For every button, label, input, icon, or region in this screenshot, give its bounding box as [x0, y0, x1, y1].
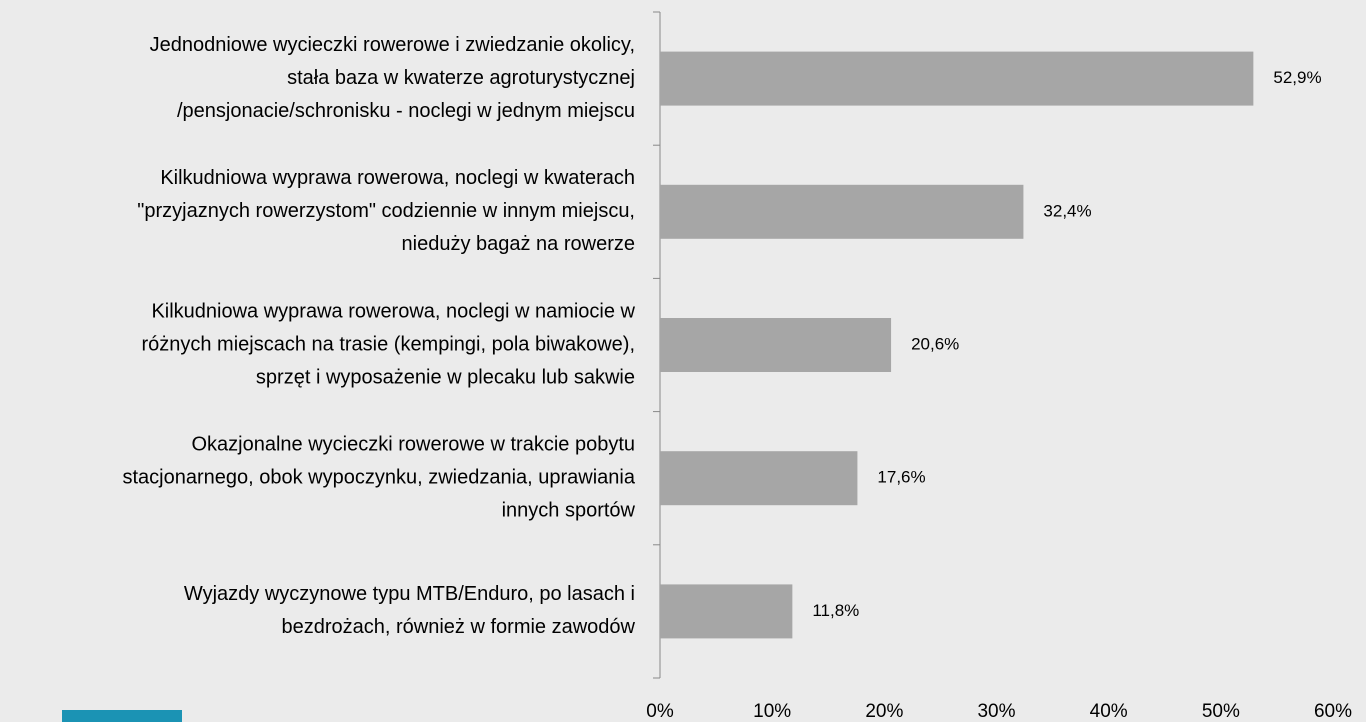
value-label: 32,4% — [1043, 201, 1091, 220]
bar — [660, 184, 1024, 239]
x-tick-label: 60% — [1314, 701, 1352, 722]
x-tick-label: 10% — [753, 701, 791, 722]
category-label: Jednodniowe wycieczki rowerowe i zwiedza… — [150, 34, 635, 56]
value-label: 20,6% — [911, 334, 959, 353]
category-label: stacjonarnego, obok wypoczynku, zwiedzan… — [122, 466, 635, 488]
category-label: stała baza w kwaterze agroturystycznej — [287, 67, 635, 89]
logo-strip — [62, 710, 182, 722]
category-label: Kilkudniowa wyprawa rowerowa, noclegi w … — [151, 300, 635, 322]
value-label: 17,6% — [877, 468, 925, 487]
x-tick-label: 50% — [1202, 701, 1240, 722]
bar — [660, 318, 892, 372]
category-label: Wyjazdy wyczynowe typu MTB/Enduro, po la… — [184, 583, 635, 605]
category-label: różnych miejscach na trasie (kempingi, p… — [141, 333, 635, 355]
category-label: Kilkudniowa wyprawa rowerowa, noclegi w … — [160, 167, 635, 189]
value-label: 52,9% — [1273, 68, 1321, 87]
x-tick-label: 20% — [865, 701, 903, 722]
category-label: innych sportów — [502, 499, 636, 521]
value-label: 11,8% — [812, 601, 859, 620]
category-label: nieduży bagaż na rowerze — [402, 233, 635, 255]
x-tick-label: 40% — [1090, 701, 1128, 722]
category-label: "przyjaznych rowerzystom" codziennie w i… — [137, 200, 635, 222]
category-label: sprzęt i wyposażenie w plecaku lub sakwi… — [256, 366, 635, 388]
bar — [660, 451, 858, 506]
x-tick-label: 0% — [646, 701, 674, 722]
bar — [660, 584, 793, 639]
category-label: bezdrożach, również w formie zawodów — [282, 616, 636, 638]
category-label: /pensjonacie/schronisku - noclegi w jedn… — [177, 100, 635, 122]
x-tick-label: 30% — [977, 701, 1015, 722]
bar — [660, 51, 1254, 106]
category-label: Okazjonalne wycieczki rowerowe w trakcie… — [191, 433, 635, 455]
